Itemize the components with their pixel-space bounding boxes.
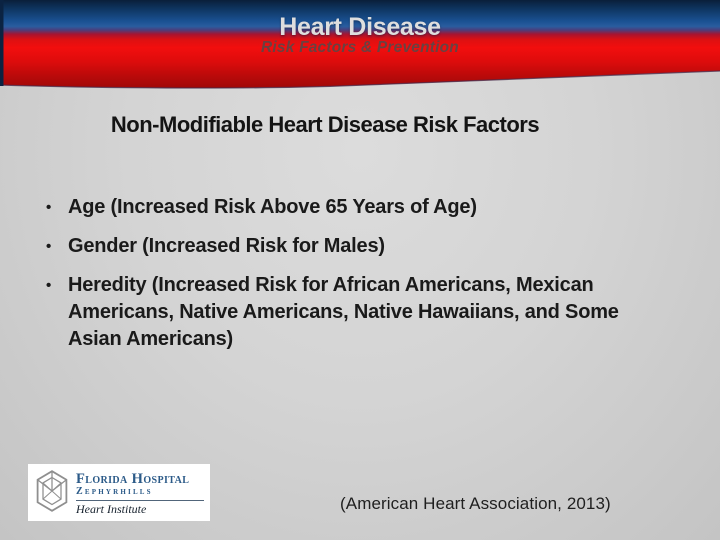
bullet-text: Heredity (Increased Risk for African Ame… <box>68 274 619 350</box>
header-banner-shape <box>0 0 720 89</box>
logo-location: Zephyrhills <box>76 485 153 497</box>
list-item: • Heredity (Increased Risk for African A… <box>45 272 657 353</box>
header-title: Heart Disease <box>279 13 441 41</box>
hexagon-ribbon-logo-icon <box>34 468 70 519</box>
header-banner: Heart Disease Risk Factors & Prevention <box>0 0 720 95</box>
citation: (American Heart Association, 2013) <box>340 494 611 513</box>
logo-divider <box>76 499 204 501</box>
bullet-icon: • <box>46 277 52 294</box>
florida-hospital-logo: Florida Hospital Zephyrhills Heart Insti… <box>28 464 210 521</box>
logo-org-name: Florida Hospital <box>76 470 190 487</box>
bullet-text: Age (Increased Risk Above 65 Years of Ag… <box>68 196 477 218</box>
slide-title: Non-Modifiable Heart Disease Risk Factor… <box>110 112 540 137</box>
logo-division: Heart Institute <box>76 501 147 516</box>
bullet-icon: • <box>46 238 52 255</box>
bullet-icon: • <box>46 199 52 216</box>
bullet-list: • Age (Increased Risk Above 65 Years of … <box>45 194 657 365</box>
list-item: • Gender (Increased Risk for Males) <box>45 233 657 260</box>
bullet-text: Gender (Increased Risk for Males) <box>68 235 385 257</box>
header-subtitle: Risk Factors & Prevention <box>261 39 459 56</box>
logo-text-block: Florida Hospital Zephyrhills Heart Insti… <box>76 470 206 516</box>
list-item: • Age (Increased Risk Above 65 Years of … <box>45 194 657 221</box>
